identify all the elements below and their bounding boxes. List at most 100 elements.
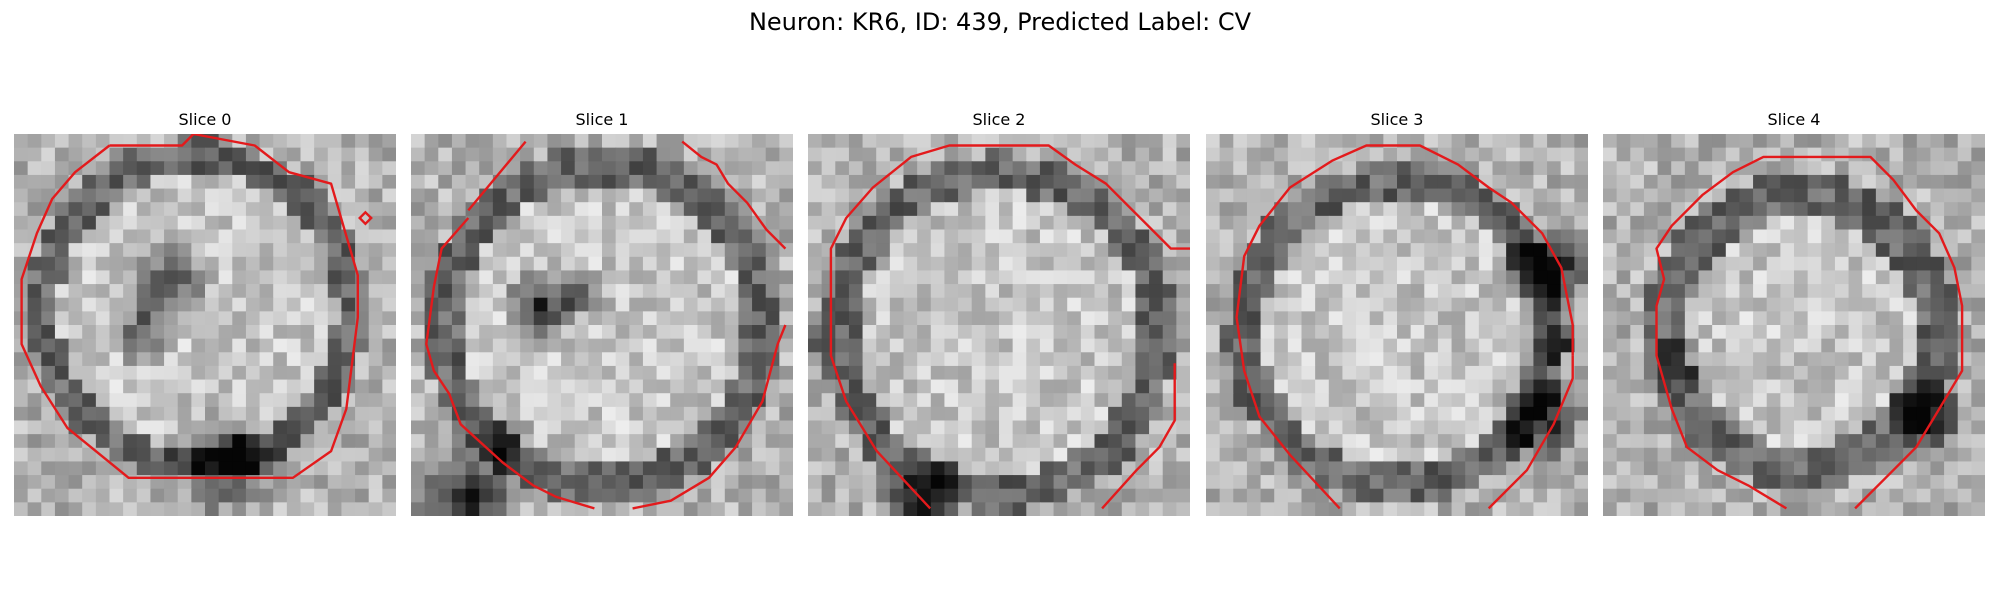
image-pixel xyxy=(1875,379,1891,394)
image-pixel xyxy=(95,243,111,258)
image-pixel xyxy=(1067,256,1082,272)
image-pixel xyxy=(1712,447,1727,463)
image-pixel xyxy=(27,256,42,272)
image-pixel xyxy=(1162,365,1177,381)
image-pixel xyxy=(615,243,630,258)
image-pixel xyxy=(1698,475,1713,490)
image-pixel xyxy=(273,256,288,272)
image-pixel xyxy=(191,161,206,176)
image-pixel xyxy=(547,447,562,463)
image-pixel xyxy=(520,270,535,285)
image-pixel xyxy=(411,365,426,381)
image-pixel xyxy=(1506,188,1521,203)
image-pixel xyxy=(1616,147,1631,162)
image-pixel xyxy=(205,379,220,394)
image-pixel xyxy=(848,243,864,258)
image-pixel xyxy=(1369,229,1384,244)
image-pixel xyxy=(1533,188,1548,203)
image-pixel xyxy=(1519,447,1535,463)
image-pixel xyxy=(1547,174,1562,190)
image-pixel xyxy=(752,161,767,176)
image-pixel xyxy=(985,284,1000,299)
image-pixel xyxy=(561,297,576,312)
image-pixel xyxy=(1794,379,1809,394)
image-pixel xyxy=(1012,393,1027,408)
image-pixel xyxy=(1616,161,1631,176)
image-pixel xyxy=(1219,338,1234,353)
image-pixel xyxy=(602,352,617,367)
image-pixel xyxy=(1821,256,1836,272)
image-pixel xyxy=(533,434,549,449)
image-pixel xyxy=(1780,502,1795,516)
image-pixel xyxy=(642,202,658,217)
image-pixel xyxy=(1465,502,1480,516)
image-pixel xyxy=(629,202,644,217)
image-pixel xyxy=(862,270,877,285)
image-pixel xyxy=(1630,488,1645,503)
image-pixel xyxy=(561,215,576,231)
image-pixel xyxy=(1287,461,1303,476)
image-pixel xyxy=(341,297,356,312)
image-pixel xyxy=(1944,215,1959,231)
image-pixel xyxy=(547,243,562,258)
image-pixel xyxy=(1519,161,1535,176)
image-pixel xyxy=(259,502,274,516)
image-pixel xyxy=(438,338,453,353)
image-pixel xyxy=(1094,215,1109,231)
image-pixel xyxy=(1643,420,1659,435)
image-pixel xyxy=(642,229,658,244)
image-pixel xyxy=(465,229,480,244)
image-pixel xyxy=(1383,147,1398,162)
image-pixel xyxy=(1328,297,1344,312)
image-pixel xyxy=(1162,475,1177,490)
image-pixel xyxy=(465,297,480,312)
image-pixel xyxy=(1369,174,1384,190)
image-pixel xyxy=(1108,325,1123,340)
image-pixel xyxy=(724,311,740,326)
image-pixel xyxy=(738,447,753,463)
image-pixel xyxy=(588,134,603,149)
image-pixel xyxy=(232,284,247,299)
image-pixel xyxy=(848,202,864,217)
image-pixel xyxy=(1916,488,1932,503)
image-pixel xyxy=(164,188,179,203)
image-pixel xyxy=(1012,338,1027,353)
image-pixel xyxy=(411,502,426,516)
image-pixel xyxy=(1930,352,1945,367)
image-pixel xyxy=(1698,379,1713,394)
image-pixel xyxy=(876,393,891,408)
image-pixel xyxy=(1080,311,1096,326)
image-pixel xyxy=(1121,134,1137,149)
image-pixel xyxy=(232,256,247,272)
image-pixel xyxy=(1643,215,1659,231)
image-pixel xyxy=(382,447,396,463)
image-pixel xyxy=(724,461,740,476)
image-pixel xyxy=(123,325,138,340)
image-pixel xyxy=(1369,256,1384,272)
image-pixel xyxy=(54,270,70,285)
image-pixel xyxy=(218,365,233,381)
image-pixel xyxy=(438,434,453,449)
image-pixel xyxy=(1246,434,1262,449)
image-pixel xyxy=(1916,243,1932,258)
image-pixel xyxy=(1108,311,1123,326)
image-pixel xyxy=(547,215,562,231)
image-pixel xyxy=(1451,174,1466,190)
image-pixel xyxy=(41,161,56,176)
image-pixel xyxy=(1094,147,1109,162)
image-pixel xyxy=(1753,434,1768,449)
image-pixel xyxy=(848,352,864,367)
image-pixel xyxy=(1930,270,1945,285)
image-pixel xyxy=(1328,420,1344,435)
image-pixel xyxy=(1848,270,1863,285)
image-pixel xyxy=(1533,284,1548,299)
image-pixel xyxy=(520,215,535,231)
image-pixel xyxy=(1369,502,1384,516)
image-pixel xyxy=(314,379,329,394)
image-pixel xyxy=(724,270,740,285)
image-pixel xyxy=(1492,379,1507,394)
image-pixel xyxy=(286,134,302,149)
image-pixel xyxy=(232,406,247,422)
image-pixel xyxy=(1739,134,1754,149)
image-pixel xyxy=(492,161,508,176)
